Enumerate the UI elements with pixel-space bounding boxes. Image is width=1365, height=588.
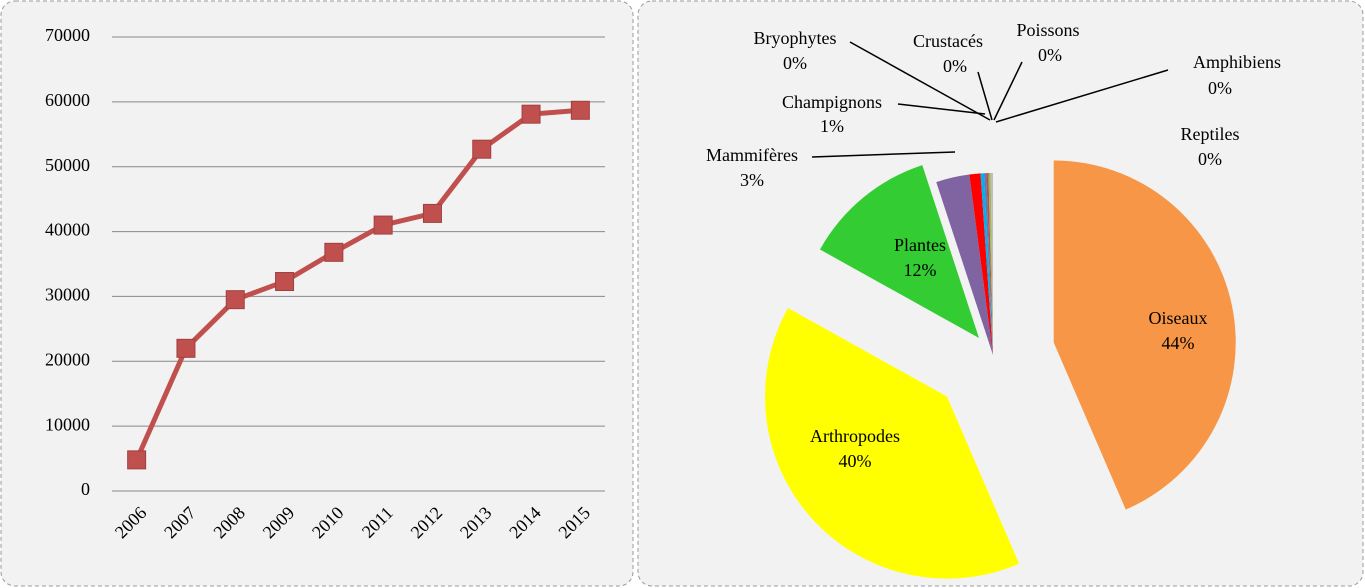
slice-value-label: 0% <box>1198 149 1222 169</box>
slice-label: Champignons <box>782 92 882 112</box>
slice-value-label: 0% <box>783 53 807 73</box>
slice-value-label: 44% <box>1162 333 1195 353</box>
y-tick-label: 30000 <box>45 285 90 305</box>
slice-label: Plantes <box>894 235 946 255</box>
slice-value-label: 1% <box>820 116 844 136</box>
leader-line <box>897 103 986 115</box>
slice-value-label: 12% <box>904 260 937 280</box>
slice-label: Reptiles <box>1181 124 1240 144</box>
leader-line <box>993 61 1023 121</box>
slice-label: Mammifères <box>706 145 798 165</box>
pie-chart: Oiseaux 44% Arthropodes 40% Plantes 12% Mammif… <box>706 20 1281 579</box>
slice-value-label: 40% <box>839 451 872 471</box>
leader-line <box>849 41 991 121</box>
pie-slice <box>988 173 993 355</box>
marker <box>176 338 196 358</box>
slice-value-label: 0% <box>943 56 967 76</box>
y-tick-label: 70000 <box>45 25 90 45</box>
slice-value-label: 0% <box>1038 45 1062 65</box>
marker <box>570 100 590 120</box>
pie-slice <box>986 173 993 355</box>
slice-label: Oiseaux <box>1149 308 1208 328</box>
pie-slice <box>936 174 993 355</box>
leader-line <box>811 151 956 158</box>
marker <box>472 139 492 159</box>
pie-slice <box>1053 160 1236 510</box>
slice-value-label: 3% <box>740 170 764 190</box>
marker <box>422 203 442 223</box>
slice-label: Arthropodes <box>810 426 900 446</box>
marker <box>324 242 344 262</box>
slice-label: Bryophytes <box>754 28 837 48</box>
line-panel <box>0 0 634 587</box>
y-tick-label: 0 <box>81 479 90 499</box>
slice-value-label: 0% <box>1208 78 1232 98</box>
y-tick-label: 60000 <box>45 90 90 110</box>
pie-slice <box>980 173 993 355</box>
marker <box>225 290 245 310</box>
pie-slice <box>765 308 1020 579</box>
pie-panel <box>637 0 1364 587</box>
marker <box>275 272 295 292</box>
leader-line <box>995 69 1169 123</box>
marker <box>127 450 147 470</box>
slice-label: Amphibiens <box>1193 52 1281 72</box>
y-tick-label: 10000 <box>45 414 90 434</box>
leader-line <box>977 71 993 121</box>
marker <box>521 104 541 124</box>
slice-label: Poissons <box>1016 20 1079 40</box>
pie-slice <box>990 173 993 355</box>
y-tick-label: 20000 <box>45 349 90 369</box>
marker <box>373 215 393 235</box>
pie-slice <box>983 173 993 355</box>
slice-label: Crustacés <box>913 31 983 51</box>
line-series <box>134 107 581 461</box>
pie-slice <box>819 165 979 339</box>
pie-slice <box>969 173 993 355</box>
y-tick-label: 50000 <box>45 155 90 175</box>
y-tick-label: 40000 <box>45 220 90 240</box>
